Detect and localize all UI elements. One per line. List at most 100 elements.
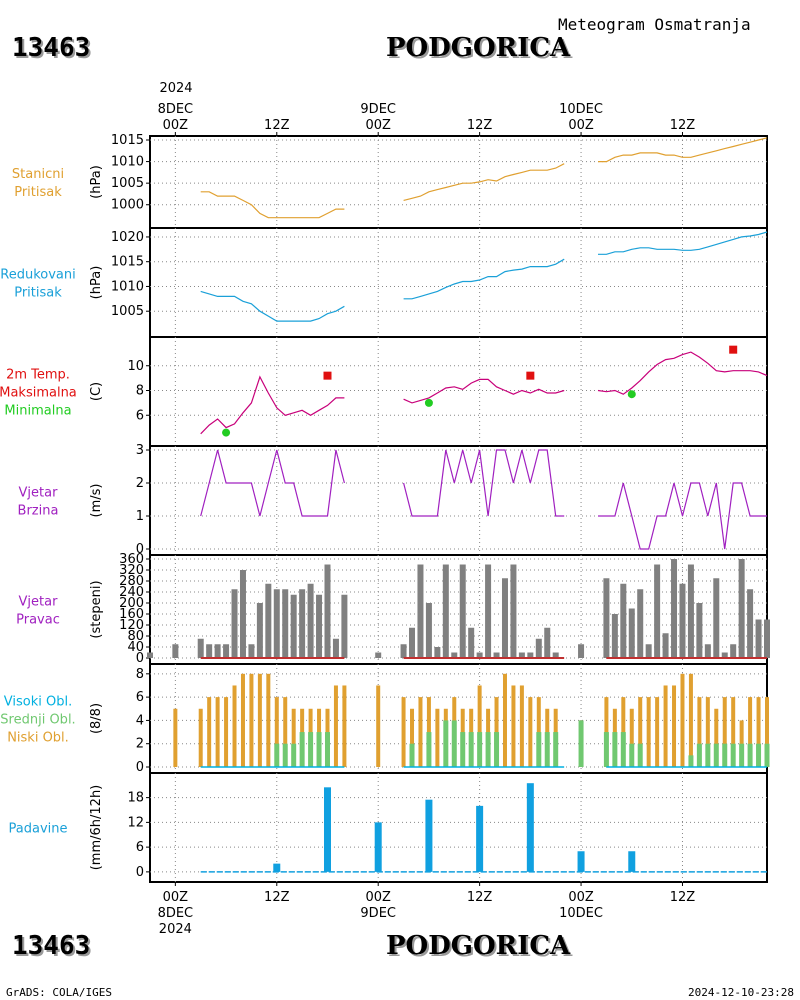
top-time-label: 10DEC (559, 102, 603, 117)
tmin-marker (424, 398, 433, 407)
y-tick-label: 120 (119, 618, 144, 633)
bar (654, 564, 661, 658)
bar (425, 799, 433, 872)
y-tick-label: 6 (136, 408, 144, 423)
bar (731, 697, 736, 767)
bar (526, 783, 534, 872)
bar (637, 743, 643, 767)
footer-credit: GrADS: COLA/IGES (6, 986, 112, 999)
bar (232, 685, 237, 767)
top-time-label: 8DEC (158, 102, 194, 117)
panel-1: 1000 1005 1010 1015 (hPa) Stanicni Pritisak (12, 133, 768, 229)
y-tick-label: 0 (136, 651, 144, 666)
y-axis-label: (8/8) (89, 703, 104, 734)
footer-station-name: PODGORICA (386, 931, 571, 961)
y-tick-label: 360 (119, 552, 144, 567)
bar (748, 697, 753, 767)
bar (476, 652, 483, 658)
y-tick-label: 80 (127, 629, 144, 644)
bar (747, 743, 753, 767)
bar (536, 732, 542, 767)
bar (638, 697, 643, 767)
footer-timestamp: 2024-12-10-23:28 (688, 986, 794, 999)
bar (239, 570, 246, 658)
bar (476, 805, 484, 872)
bar (704, 644, 711, 658)
bar (265, 583, 272, 658)
header-station-name: PODGORICA (386, 33, 571, 63)
y-axis-label: (m/s) (89, 484, 104, 518)
bar (274, 743, 280, 767)
bar (688, 673, 693, 767)
bar (721, 652, 728, 658)
panel-7: 0 6 12 18 (mm/6h/12h) Padavine (9, 772, 768, 883)
y-tick-label: 240 (119, 585, 144, 600)
bar (299, 732, 305, 767)
panel-label: Srednji Obl. (0, 713, 75, 728)
bar (282, 743, 288, 767)
bar (299, 589, 306, 658)
bottom-time-label: 10DEC (559, 906, 603, 921)
top-time-label: 12Z (264, 118, 290, 133)
y-tick-label: 280 (119, 574, 144, 589)
y-axis-label: (hPa) (89, 266, 104, 300)
top-time-label: 9DEC (360, 102, 396, 117)
bar (629, 743, 635, 767)
bar (713, 578, 720, 658)
y-tick-label: 6 (136, 690, 144, 705)
bar (316, 732, 322, 767)
top-time-label: 00Z (163, 118, 189, 133)
y-tick-label: 4 (136, 713, 144, 728)
bar (511, 685, 516, 767)
bar (747, 589, 754, 658)
bar (628, 851, 636, 872)
bar (248, 644, 255, 658)
bar (705, 697, 710, 767)
bar (257, 673, 262, 767)
tmax-marker (323, 371, 332, 380)
bar (434, 647, 441, 658)
bar (672, 685, 677, 767)
bar (722, 697, 727, 767)
bar (409, 627, 416, 658)
bar (578, 720, 584, 767)
panel-6: 0 2 4 6 8 (8/8) Visoki Obl. Srednji Obl. Niski O… (0, 663, 770, 775)
bar (417, 564, 424, 658)
bar (713, 743, 719, 767)
bar (451, 720, 457, 767)
panel-label: Vjetar (19, 595, 59, 610)
bottom-time-label: 9DEC (360, 906, 396, 921)
bar (680, 673, 685, 767)
bar (646, 697, 651, 767)
bar (544, 732, 550, 767)
bar (519, 685, 524, 767)
panel-frame (149, 336, 768, 447)
y-tick-label: 6 (136, 840, 144, 855)
bar (655, 697, 660, 767)
panel-label: Brzina (18, 504, 59, 519)
panel-label: Stanicni (12, 167, 64, 182)
bar (307, 583, 314, 658)
y-tick-label: 320 (119, 563, 144, 578)
bar (535, 638, 542, 658)
bar (688, 755, 694, 767)
panel-label: Padavine (9, 822, 68, 837)
bar (552, 652, 559, 658)
y-tick-label: 1010 (111, 155, 144, 170)
y-tick-label: 1000 (111, 198, 144, 213)
panel-2: 1005 1010 1015 1020 (hPa) Redukovani Pritisak (0, 227, 768, 338)
panel-label: Niski Obl. (7, 731, 69, 746)
bar (527, 652, 534, 658)
bottom-time-label: 2024 (159, 922, 192, 937)
bar (679, 583, 686, 658)
bar (435, 708, 440, 767)
bar (442, 564, 449, 658)
bar (291, 743, 297, 767)
bar (485, 732, 491, 767)
bar (663, 685, 668, 767)
bar (308, 732, 314, 767)
panel-frame (149, 445, 768, 556)
